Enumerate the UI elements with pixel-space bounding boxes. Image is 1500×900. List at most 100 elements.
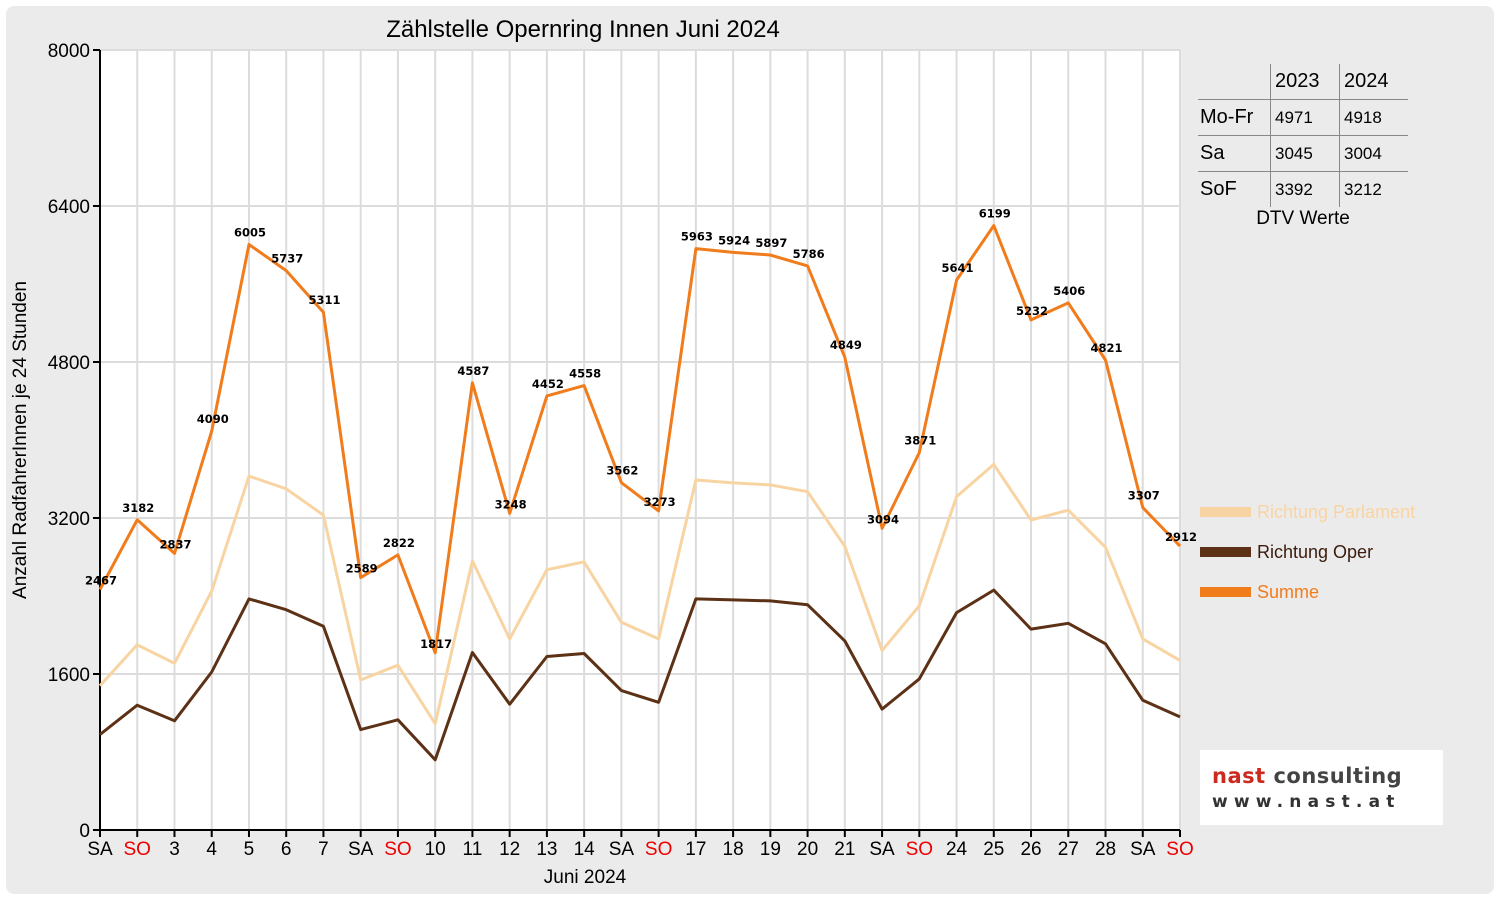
logo-name-part2: consulting (1265, 764, 1403, 788)
series-lines (98, 224, 1182, 762)
y-tick-label: 8000 (48, 41, 90, 62)
data-label: 2912 (1165, 530, 1197, 544)
y-tick-label: 6400 (48, 197, 90, 218)
x-tick-label: 27 (1058, 839, 1079, 860)
data-label: 3307 (1128, 489, 1160, 503)
data-label: 3562 (606, 464, 638, 478)
legend-swatch (1200, 507, 1251, 517)
x-tick-label: 26 (1020, 839, 1041, 860)
x-tick-label: SO (1166, 839, 1193, 860)
data-label: 5641 (942, 261, 974, 275)
data-label: 2837 (159, 537, 191, 551)
x-tick-label: 14 (574, 839, 596, 860)
grid (100, 49, 1181, 830)
y-tick-label: 1600 (48, 665, 90, 686)
series-line-0 (98, 462, 1181, 726)
dtv-value: 3392 (1270, 171, 1340, 207)
legend: Richtung Parlament Richtung Oper Summe (1200, 492, 1415, 612)
data-label: 5924 (718, 233, 750, 247)
x-tick-label: 17 (685, 839, 706, 860)
x-tick-label: SO (645, 839, 672, 860)
data-label: 3094 (867, 512, 899, 526)
plot-area (100, 50, 1180, 830)
dtv-header-blank (1198, 64, 1271, 100)
x-tick-label: 11 (463, 839, 483, 860)
x-tick-label: SO (384, 839, 411, 860)
x-tick-label: 28 (1095, 839, 1116, 860)
dtv-row-sa: Sa 3045 3004 (1198, 135, 1408, 172)
y-tick-label: 0 (79, 821, 90, 842)
x-tick-label: 20 (797, 839, 818, 860)
data-label: 5311 (308, 293, 340, 307)
legend-item-parlament: Richtung Parlament (1200, 492, 1415, 532)
data-labels: 2467 3182 2837 4090 6005 5737 5311 2589 2822 1817… (85, 207, 1197, 651)
data-label: 5897 (755, 236, 787, 250)
data-label: 4821 (1091, 341, 1123, 355)
data-label: 3273 (644, 495, 676, 509)
x-tick-label: SA (869, 839, 895, 860)
series-line-2 (98, 224, 1182, 655)
dtv-caption: DTV Werte (1256, 208, 1350, 229)
x-tick-label: SA (609, 839, 635, 860)
y-axis: 0 1600 3200 4800 6400 8000 (48, 41, 101, 842)
dtv-value: 4971 (1270, 99, 1340, 136)
logo-name-part1: nast (1212, 764, 1266, 788)
data-label: 3871 (904, 434, 936, 448)
data-label: 5406 (1053, 284, 1085, 298)
legend-item-oper: Richtung Oper (1200, 532, 1415, 572)
dtv-row-label: SoF (1198, 171, 1271, 207)
data-label: 2589 (346, 562, 378, 576)
legend-swatch (1200, 547, 1251, 557)
x-tick-label: SA (87, 839, 113, 860)
x-axis: SA SO 3 4 5 6 7 SA SO 10 11 12 13 14 SA SO 17 18 19 20 21 SA S… (87, 829, 1194, 860)
dtv-row-label: Sa (1198, 135, 1271, 172)
x-tick-label: 24 (946, 839, 968, 860)
series-line-1 (99, 588, 1181, 762)
data-label: 5963 (681, 230, 713, 244)
dtv-value: 4918 (1339, 99, 1408, 136)
logo-wordmark: nast consulting (1212, 764, 1402, 788)
x-axis-title: Juni 2024 (544, 867, 627, 888)
x-tick-label: 12 (499, 839, 520, 860)
x-tick-label: 10 (425, 839, 446, 860)
dtv-row-label: Mo-Fr (1198, 99, 1271, 136)
data-label: 4558 (569, 367, 601, 381)
dtv-row-sof: SoF 3392 3212 (1198, 171, 1408, 207)
x-tick-label: SA (348, 839, 374, 860)
data-label: 3248 (495, 497, 527, 511)
x-tick-label: SO (124, 839, 151, 860)
data-label: 4849 (830, 338, 862, 352)
data-label: 6005 (234, 226, 266, 240)
legend-item-summe: Summe (1200, 572, 1415, 612)
x-tick-label: 5 (244, 839, 255, 860)
data-label: 6199 (979, 207, 1011, 221)
legend-label: Richtung Oper (1257, 541, 1374, 562)
x-tick-label: 7 (318, 839, 329, 860)
dtv-header-row: 2023 2024 (1198, 64, 1408, 100)
data-label: 4452 (532, 377, 564, 391)
dtv-row-mofr: Mo-Fr 4971 4918 (1198, 99, 1408, 136)
data-label: 1817 (420, 637, 452, 651)
data-label: 4587 (457, 364, 489, 378)
x-tick-label: 3 (169, 839, 180, 860)
dtv-table: 2023 2024 Mo-Fr 4971 4918 Sa 3045 3004 S… (1198, 64, 1408, 207)
y-tick-label: 4800 (48, 353, 90, 374)
x-tick-label: SA (1130, 839, 1156, 860)
x-tick-label: 4 (206, 839, 217, 860)
x-tick-label: 6 (281, 839, 292, 860)
data-label: 5786 (793, 247, 825, 261)
x-tick-label: 19 (760, 839, 781, 860)
data-label: 4090 (197, 412, 229, 426)
dtv-header-2024: 2024 (1339, 64, 1408, 100)
logo-url: www.nast.at (1212, 792, 1401, 812)
chart-title: Zählstelle Opernring Innen Juni 2024 (386, 16, 780, 43)
y-tick-label: 3200 (48, 509, 90, 530)
data-label: 5737 (271, 252, 303, 266)
y-axis-title: Anzahl RadfahrerInnen je 24 Stunden (10, 281, 31, 599)
dtv-header-2023: 2023 (1270, 64, 1340, 100)
legend-label: Summe (1257, 581, 1320, 602)
legend-label: Richtung Parlament (1257, 501, 1416, 522)
company-logo: nast consulting www.nast.at (1200, 750, 1443, 825)
data-label: 3182 (122, 501, 154, 515)
